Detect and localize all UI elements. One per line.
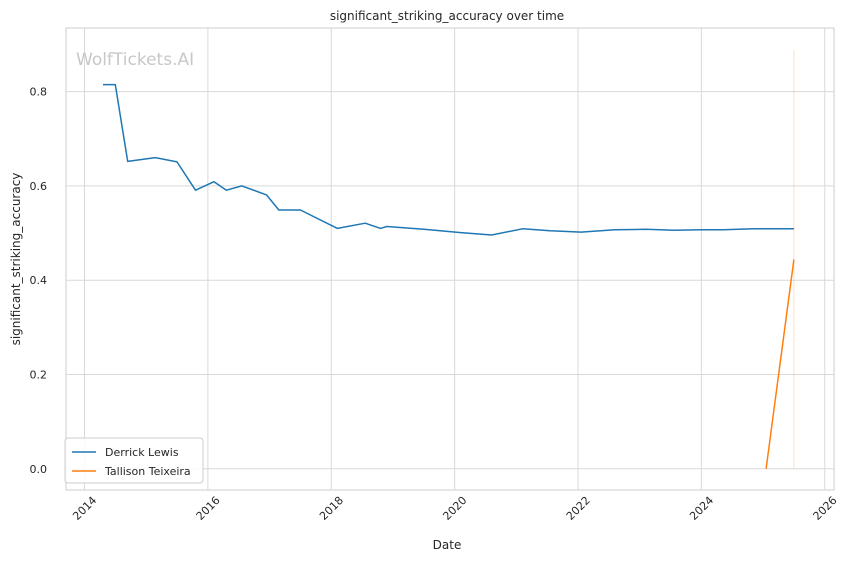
- y-tick-label: 0.6: [30, 180, 48, 193]
- x-tick-label: 2018: [317, 494, 346, 523]
- y-tick-label: 0.4: [30, 274, 48, 287]
- chart-title: significant_striking_accuracy over time: [330, 9, 564, 23]
- x-tick-label: 2020: [440, 494, 469, 523]
- y-tick-label: 0.8: [30, 86, 48, 99]
- series-layer: [103, 50, 795, 469]
- y-axis-title: significant_striking_accuracy: [9, 173, 23, 346]
- legend: Derrick Lewis Tallison Teixeira: [64, 437, 204, 484]
- x-axis-title: Date: [433, 538, 462, 552]
- grid-lines: [66, 28, 834, 490]
- y-tick-label: 0.0: [30, 463, 48, 476]
- x-tick-label: 2022: [564, 494, 593, 523]
- x-tick-label: 2026: [811, 494, 840, 523]
- series-line-derrick-lewis: [103, 83, 794, 236]
- plot-area: [65, 27, 835, 491]
- legend-box: [64, 437, 204, 484]
- y-tick-label: 0.2: [30, 369, 48, 382]
- watermark-text: WolfTickets.AI: [76, 50, 194, 70]
- x-tick-label: 2016: [194, 494, 223, 523]
- x-tick-label: 2024: [687, 494, 716, 523]
- series-line-tallison-teixeira: [765, 259, 795, 469]
- legend-label-tallison-teixeira: Tallison Teixeira: [104, 465, 191, 478]
- x-tick-label: 2014: [70, 494, 99, 523]
- legend-label-derrick-lewis: Derrick Lewis: [105, 446, 179, 459]
